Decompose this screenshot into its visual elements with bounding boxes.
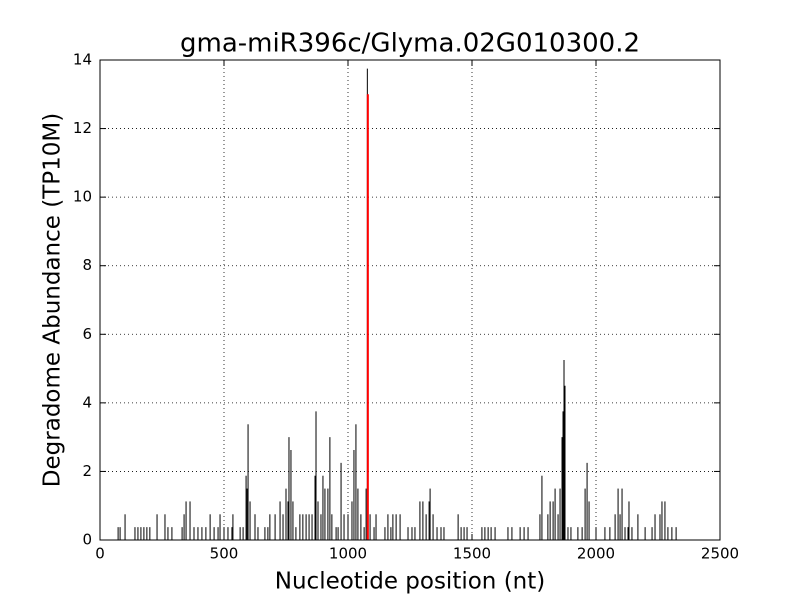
y-tick-label: 0 <box>82 531 92 549</box>
y-tick-label: 2 <box>82 462 92 480</box>
x-tick-label: 500 <box>210 545 239 563</box>
y-tick-label: 4 <box>82 393 92 411</box>
x-tick-label: 2500 <box>701 545 739 563</box>
y-tick-label: 10 <box>73 188 92 206</box>
x-axis-label: Nucleotide position (nt) <box>275 569 545 595</box>
x-tick-label: 1000 <box>329 545 367 563</box>
x-tick-label: 1500 <box>453 545 491 563</box>
y-tick-label: 14 <box>73 51 92 69</box>
y-tick-label: 6 <box>82 325 92 343</box>
x-tick-label: 0 <box>95 545 105 563</box>
y-tick-label: 8 <box>82 256 92 274</box>
plot-frame <box>99 59 721 541</box>
chart-title: gma-miR396c/Glyma.02G010300.2 <box>180 29 640 59</box>
y-tick-label: 12 <box>73 119 92 137</box>
x-tick-label: 2000 <box>577 545 615 563</box>
y-axis-label: Degradome Abundance (TP10M) <box>40 113 66 487</box>
